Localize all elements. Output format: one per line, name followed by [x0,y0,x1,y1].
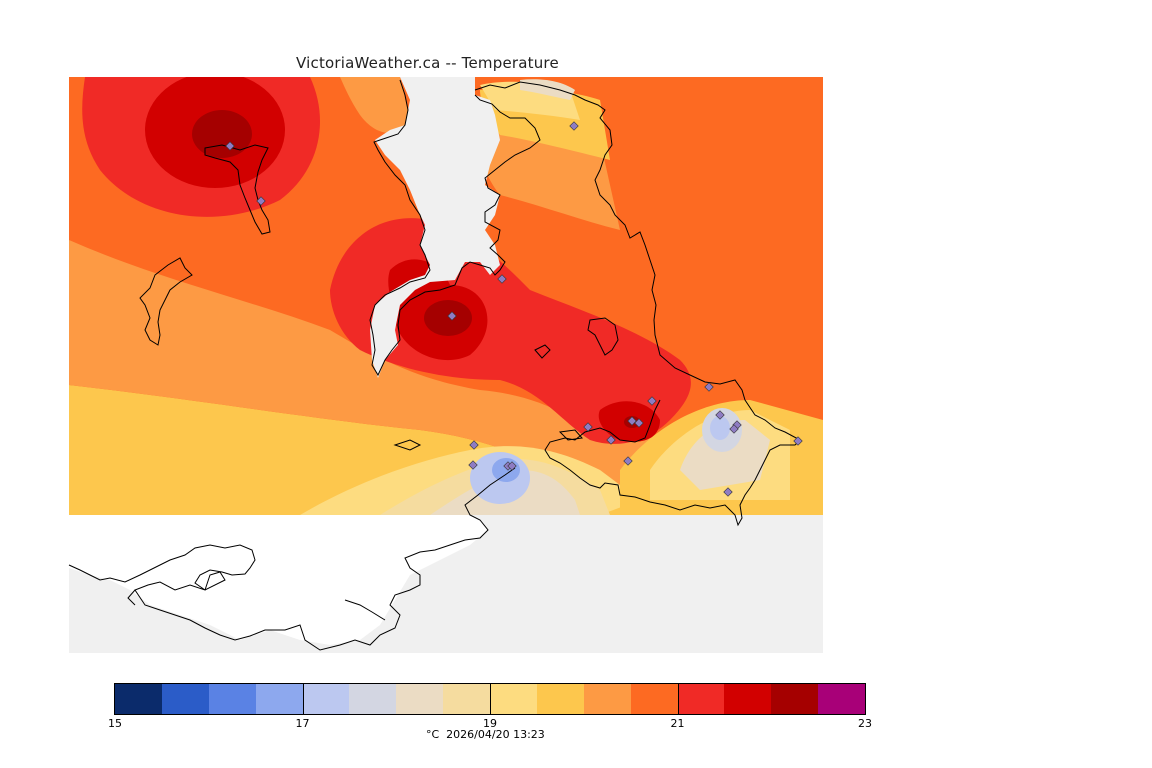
legend-bin [443,684,490,714]
legend-bin [771,684,819,714]
temperature-map[interactable] [0,0,1152,680]
station-marker [623,456,633,466]
station-marker [647,396,657,406]
station-marker [634,418,644,428]
legend-bin [302,684,350,714]
legend-bin [161,684,209,714]
legend-tick-mark [677,684,679,714]
water-cutouts [370,77,500,378]
legend-tick-mark [302,684,304,714]
legend-caption: °C 2026/04/20 13:23 [426,728,545,741]
legend-bin [818,684,865,714]
legend-bin [490,684,537,714]
station-marker [447,311,457,321]
station-marker [606,435,616,445]
station-marker [569,121,579,131]
legend-bin [396,684,444,714]
station-marker [507,461,517,471]
station-marker [497,274,507,284]
legend-tick-label: 17 [295,717,310,730]
station-marker [225,141,235,151]
legend-tick-label: 21 [670,717,685,730]
color-legend [114,683,866,715]
weather-stations [225,121,803,497]
legend-bin [536,684,584,714]
legend-bin [349,684,397,714]
station-marker [723,487,733,497]
legend-bin [583,684,631,714]
station-marker [793,436,803,446]
legend-tick-label: 15 [108,717,122,730]
legend-tick-label: 23 [858,717,872,730]
legend-bin [255,684,303,714]
land-area [69,515,488,645]
map-title: VictoriaWeather.ca -- Temperature [296,54,559,72]
station-marker [704,382,714,392]
station-marker [583,422,593,432]
station-marker [627,416,637,426]
station-marker [729,424,739,434]
legend-bin [115,684,162,714]
legend-bin [630,684,678,714]
station-marker [256,196,266,206]
station-marker [715,410,725,420]
station-marker [468,460,478,470]
legend-tick-mark [490,684,491,714]
station-marker [469,440,479,450]
legend-bin [208,684,256,714]
temperature-field [69,77,823,515]
legend-tick-label: 19 [483,717,497,730]
legend-bin [677,684,725,714]
legend-bin [724,684,772,714]
